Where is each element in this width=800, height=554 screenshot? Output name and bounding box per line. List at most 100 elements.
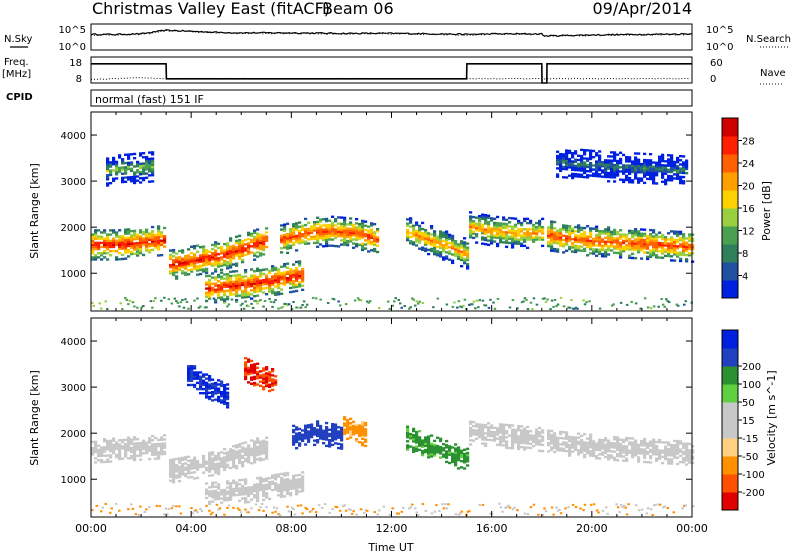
heatmap-cell [208,293,212,296]
heatmap-cell [151,159,155,162]
heatmap-cell [316,428,320,431]
heatmap-cell [94,440,98,443]
heatmap-cell [325,430,329,433]
heatmap-cell [607,167,611,170]
heatmap-cell [196,265,200,268]
heatmap-cell [226,254,230,257]
heatmap-cell [307,424,311,427]
heatmap-cell [262,373,266,376]
heatmap-cell [652,235,656,238]
heatmap-cell [634,244,638,247]
heatmap-cell [670,160,674,163]
heatmap-cell [538,238,542,241]
heatmap-cell [127,161,131,165]
heatmap-cell [586,174,590,177]
heatmap-cell [208,494,212,497]
heatmap-cell [244,279,248,282]
heatmap-cell [550,237,554,240]
heatmap-cell [463,467,467,470]
heatmap-cell [214,467,218,470]
heatmap-cell [514,242,518,245]
heatmap-cell [604,240,608,244]
heatmap-cell [316,227,320,230]
heatmap-cell [106,165,110,169]
heatmap-cell [121,239,125,242]
heatmap-cell [250,289,254,292]
heatmap-cell [567,306,570,309]
heatmap-cell [226,404,230,407]
heatmap-cell [631,441,635,444]
heatmap-cell [175,277,179,280]
heatmap-cell [628,443,632,446]
power-ylabel: Slant Range [km] [28,163,41,259]
heatmap-cell [220,493,224,496]
heatmap-cell [439,230,443,233]
heatmap-cell [274,381,278,384]
heatmap-cell [397,512,400,515]
heatmap-cell [310,229,314,232]
heatmap-cell [439,253,443,256]
heatmap-cell [229,452,233,455]
heatmap-cell [262,480,266,483]
heatmap-cell [247,358,251,361]
heatmap-cell [367,240,371,243]
heatmap-cell [292,437,296,440]
heatmap-cell [613,228,617,232]
heatmap-cell [298,262,302,265]
heatmap-cell [553,432,557,435]
heatmap-cell [496,431,500,434]
heatmap-cell [631,246,635,249]
heatmap-cell [241,487,245,490]
heatmap-cell [289,286,293,290]
heatmap-cell [145,451,149,455]
heatmap-cell [451,238,455,242]
heatmap-cell [265,485,269,489]
heatmap-cell [226,480,230,483]
heatmap-cell [484,238,488,242]
heatmap-cell [202,373,206,376]
heatmap-cell [691,449,695,452]
heatmap-cell [260,502,264,505]
heatmap-cell [247,444,251,447]
heatmap-cell [511,434,515,438]
heatmap-cell [589,174,593,177]
heatmap-cell [229,448,233,451]
heatmap-cell [463,243,467,246]
heatmap-cell [361,421,365,424]
heatmap-cell [119,302,122,305]
heatmap-cell [574,160,578,163]
heatmap-cell [259,488,263,492]
heatmap-cell [589,503,593,506]
heatmap-cell [199,254,203,257]
heatmap-cell [331,215,335,218]
heatmap-cell [487,422,491,425]
heatmap-cell [499,232,503,236]
heatmap-cell [511,240,515,243]
heatmap-cell [685,444,689,448]
heatmap-cell [406,236,410,240]
heatmap-cell [559,236,563,239]
heatmap-cell [214,458,218,462]
heatmap-cell [115,239,119,242]
heatmap-cell [289,244,293,247]
heatmap-cell [481,436,485,439]
heatmap-cell [124,180,128,183]
heatmap-cell [568,435,572,439]
heatmap-cell [511,242,515,245]
heatmap-cell [136,162,140,166]
heatmap-cell [499,444,503,447]
heatmap-cell [364,428,368,431]
heatmap-cell [592,444,596,447]
heatmap-cell [247,368,251,372]
heatmap-cell [550,436,554,439]
heatmap-cell [685,249,689,253]
noise-left-label: N.Sky [4,34,32,45]
heatmap-cell [664,240,668,243]
heatmap-cell [661,506,665,509]
heatmap-cell [250,302,253,305]
heatmap-cell [289,481,293,484]
heatmap-cell [598,160,602,164]
heatmap-cell [226,387,230,390]
heatmap-cell [304,424,308,427]
heatmap-cell [628,172,632,176]
